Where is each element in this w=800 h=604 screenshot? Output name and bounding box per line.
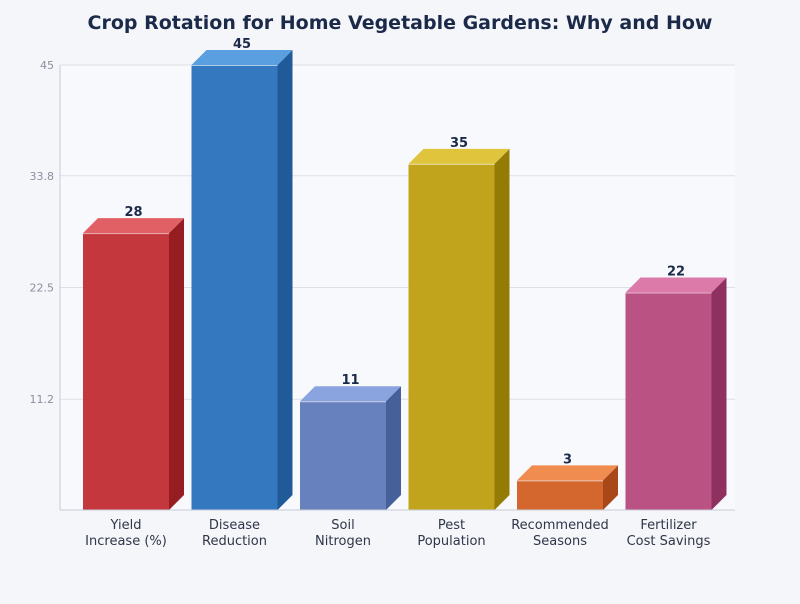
bar-side bbox=[494, 148, 510, 510]
x-tick-label: Cost Savings bbox=[627, 534, 711, 549]
x-tick-label: Nitrogen bbox=[315, 534, 371, 549]
data-label: 3 bbox=[563, 452, 572, 467]
bar bbox=[300, 401, 386, 510]
data-label: 11 bbox=[341, 373, 359, 388]
data-label: 45 bbox=[233, 37, 251, 52]
bar bbox=[408, 163, 495, 510]
data-label: 22 bbox=[667, 264, 685, 279]
data-label: 35 bbox=[450, 136, 468, 151]
x-tick-label: Reduction bbox=[202, 534, 267, 549]
x-tick-label: Disease bbox=[209, 518, 260, 533]
x-tick-label: Recommended bbox=[511, 518, 609, 533]
bar bbox=[625, 292, 712, 510]
x-tick-label: Seasons bbox=[533, 534, 587, 549]
bar-top bbox=[408, 148, 510, 164]
bar-side bbox=[603, 465, 618, 510]
data-label: 28 bbox=[124, 205, 142, 220]
bar-top bbox=[517, 465, 618, 481]
bar bbox=[191, 65, 278, 510]
bar-top bbox=[300, 386, 401, 402]
x-tick-label: Increase (%) bbox=[85, 534, 167, 549]
y-tick-label: 22.5 bbox=[30, 282, 55, 295]
bar bbox=[517, 480, 603, 510]
y-tick-label: 11.2 bbox=[30, 393, 55, 406]
bar-side bbox=[277, 50, 293, 510]
bar-side bbox=[169, 218, 184, 510]
bar-top bbox=[625, 277, 727, 293]
chart-title: Crop Rotation for Home Vegetable Gardens… bbox=[88, 12, 713, 34]
bar bbox=[83, 233, 169, 510]
y-tick-label: 45 bbox=[40, 59, 54, 72]
x-tick-label: Yield bbox=[110, 518, 142, 533]
y-tick-label: 33.8 bbox=[30, 170, 55, 183]
x-tick-label: Pest bbox=[438, 518, 465, 533]
bar-top bbox=[83, 218, 184, 234]
x-tick-label: Soil bbox=[331, 518, 354, 533]
bar-side bbox=[711, 277, 727, 510]
x-tick-label: Population bbox=[417, 534, 485, 549]
x-tick-label: Fertilizer bbox=[640, 518, 697, 533]
bar-side bbox=[386, 386, 401, 510]
bar-top bbox=[191, 50, 293, 65]
